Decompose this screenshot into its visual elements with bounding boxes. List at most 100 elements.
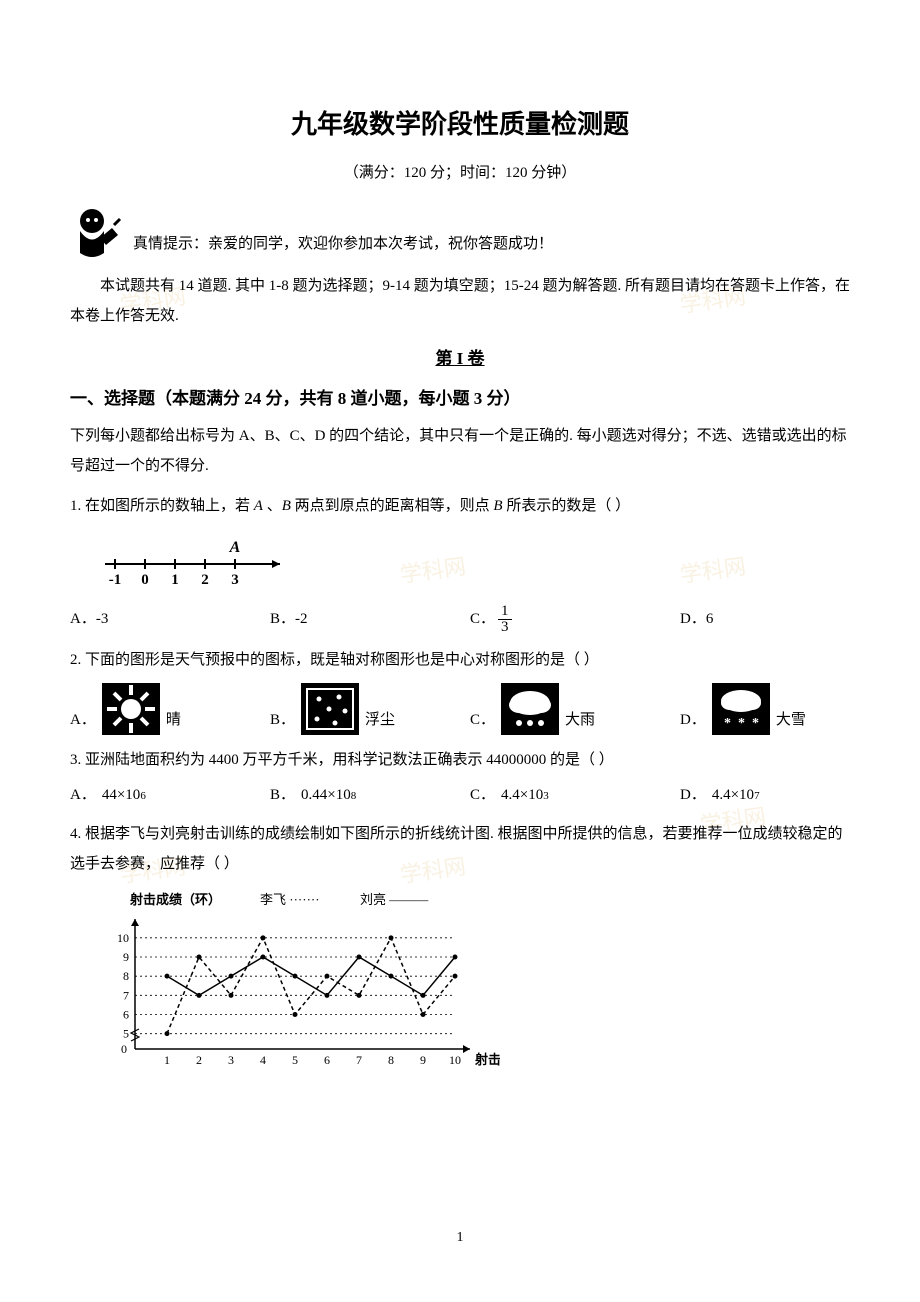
opt-label: B． (270, 605, 295, 634)
opt-name: 大雨 (565, 706, 595, 735)
svg-text:6: 6 (324, 1053, 330, 1067)
q2-opt-d: D． * * * 大雪 (680, 683, 806, 735)
svg-text:0: 0 (141, 572, 149, 584)
q2-opt-c: C． 大雨 (470, 683, 680, 735)
svg-text:3: 3 (231, 572, 239, 584)
svg-text:-1: -1 (109, 572, 122, 584)
mascot-icon (70, 203, 125, 263)
number-line-figure: -1 0 1 2 3 A (100, 529, 850, 595)
exam-info: （满分：120 分；时间：120 分钟） (70, 159, 850, 188)
opt-name: 浮尘 (365, 706, 395, 735)
page-title: 九年级数学阶段性质量检测题 (70, 100, 850, 149)
opt-name: 晴 (166, 706, 181, 735)
opt-value: -3 (96, 605, 109, 634)
opt-value: 6 (706, 605, 714, 634)
opt-exp: 8 (351, 786, 357, 807)
opt-name: 大雪 (776, 706, 806, 735)
svg-text:A: A (229, 539, 241, 556)
svg-text:9: 9 (420, 1053, 426, 1067)
svg-text:7: 7 (356, 1053, 362, 1067)
opt-label: D． (680, 706, 706, 735)
svg-text:5: 5 (123, 1027, 129, 1041)
opt-label: B． (270, 706, 295, 735)
section1-desc: 下列每小题都给出标号为 A、B、C、D 的四个结论，其中只有一个是正确的. 每小… (70, 421, 850, 481)
opt-label: D． (680, 781, 706, 810)
snow-icon: * * * (712, 683, 770, 735)
q1-B: B (282, 498, 291, 514)
svg-text:3: 3 (228, 1053, 234, 1067)
svg-text:*: * (752, 716, 759, 731)
question-4: 4. 根据李飞与刘亮射击训练的成绩绘制如下图所示的折线统计图. 根据图中所提供的… (70, 819, 850, 879)
dust-icon (301, 683, 359, 735)
q1-options: A．-3 B．-2 C． 1 3 D．6 (70, 604, 850, 635)
rain-icon (501, 683, 559, 735)
question-1: 1. 在如图所示的数轴上，若 A 、B 两点到原点的距离相等，则点 B 所表示的… (70, 491, 850, 521)
q3-opt-b: B． 0.44×108 (270, 781, 470, 810)
svg-text:1: 1 (171, 572, 179, 584)
opt-exp: 6 (140, 786, 146, 807)
opt-base: 0.44×10 (301, 781, 351, 810)
q1-opt-b: B．-2 (270, 605, 470, 634)
numerator: 1 (498, 604, 512, 620)
q1-post: 所表示的数是（ ） (503, 498, 631, 514)
opt-exp: 3 (543, 786, 549, 807)
q3-opt-a: A． 44×106 (70, 781, 270, 810)
svg-text:4: 4 (260, 1053, 266, 1067)
opt-base: 44×10 (102, 781, 140, 810)
q1-mid2: 两点到原点的距离相等，则点 (291, 498, 494, 514)
q1-opt-d: D．6 (680, 605, 713, 634)
sun-icon (102, 683, 160, 735)
q3-opt-d: D． 4.4×107 (680, 781, 760, 810)
opt-label: B． (270, 781, 295, 810)
q2-opt-a: A． 晴 (70, 683, 270, 735)
opt-label: A． (70, 605, 96, 634)
svg-text:*: * (738, 716, 745, 731)
q1-opt-c: C． 1 3 (470, 604, 680, 635)
svg-text:1: 1 (164, 1053, 170, 1067)
svg-text:射击次数: 射击次数 (474, 1052, 500, 1067)
question-3: 3. 亚洲陆地面积约为 4400 万平方千米，用科学记数法正确表示 440000… (70, 745, 850, 775)
q1-mid1: 、 (263, 498, 282, 514)
intro-text: 本试题共有 14 道题. 其中 1-8 题为选择题；9-14 题为填空题；15-… (70, 271, 850, 331)
q1-A: A (254, 498, 263, 514)
svg-text:5: 5 (292, 1053, 298, 1067)
opt-label: C． (470, 605, 495, 634)
opt-label: A． (70, 781, 96, 810)
svg-text:李飞 ·······: 李飞 ······· (260, 892, 320, 907)
fraction: 1 3 (498, 604, 512, 635)
svg-text:9: 9 (123, 950, 129, 964)
svg-text:*: * (724, 716, 731, 731)
page-number: 1 (0, 1225, 920, 1252)
q2-options: A． 晴 B． 浮 (70, 683, 850, 735)
svg-text:6: 6 (123, 1008, 129, 1022)
opt-base: 4.4×10 (501, 781, 543, 810)
question-2: 2. 下面的图形是天气预报中的图标，既是轴对称图形也是中心对称图形的是（ ） (70, 645, 850, 675)
q3-options: A． 44×106 B． 0.44×108 C． 4.4×103 D． 4.4×… (70, 781, 850, 810)
svg-text:8: 8 (388, 1053, 394, 1067)
svg-text:射击成绩（环）: 射击成绩（环） (129, 892, 221, 907)
q1-B2: B (493, 498, 502, 514)
svg-text:7: 7 (123, 989, 129, 1003)
section1-title: 一、选择题（本题满分 24 分，共有 8 道小题，每小题 3 分） (70, 383, 850, 415)
section-header: 第 I 卷 (70, 343, 850, 375)
line-chart: 射击成绩（环）李飞 ·······刘亮 ———05678910123456789… (100, 889, 850, 1090)
svg-text:10: 10 (449, 1053, 461, 1067)
opt-value: -2 (295, 605, 308, 634)
opt-exp: 7 (754, 786, 760, 807)
q3-opt-c: C． 4.4×103 (470, 781, 680, 810)
svg-text:0: 0 (121, 1042, 127, 1056)
svg-text:2: 2 (196, 1053, 202, 1067)
svg-text:8: 8 (123, 970, 129, 984)
opt-label: C． (470, 706, 495, 735)
svg-text:刘亮 ———: 刘亮 ——— (360, 892, 429, 907)
opt-label: A． (70, 706, 96, 735)
q1-opt-a: A．-3 (70, 605, 270, 634)
q2-opt-b: B． 浮尘 (270, 683, 470, 735)
svg-text:2: 2 (201, 572, 209, 584)
svg-text:10: 10 (117, 931, 129, 945)
q1-pre: 1. 在如图所示的数轴上，若 (70, 498, 254, 514)
opt-label: D． (680, 605, 706, 634)
denominator: 3 (498, 620, 512, 635)
opt-base: 4.4×10 (712, 781, 754, 810)
greeting: 真情提示：亲爱的同学，欢迎你参加本次考试，祝你答题成功！ (133, 230, 553, 263)
